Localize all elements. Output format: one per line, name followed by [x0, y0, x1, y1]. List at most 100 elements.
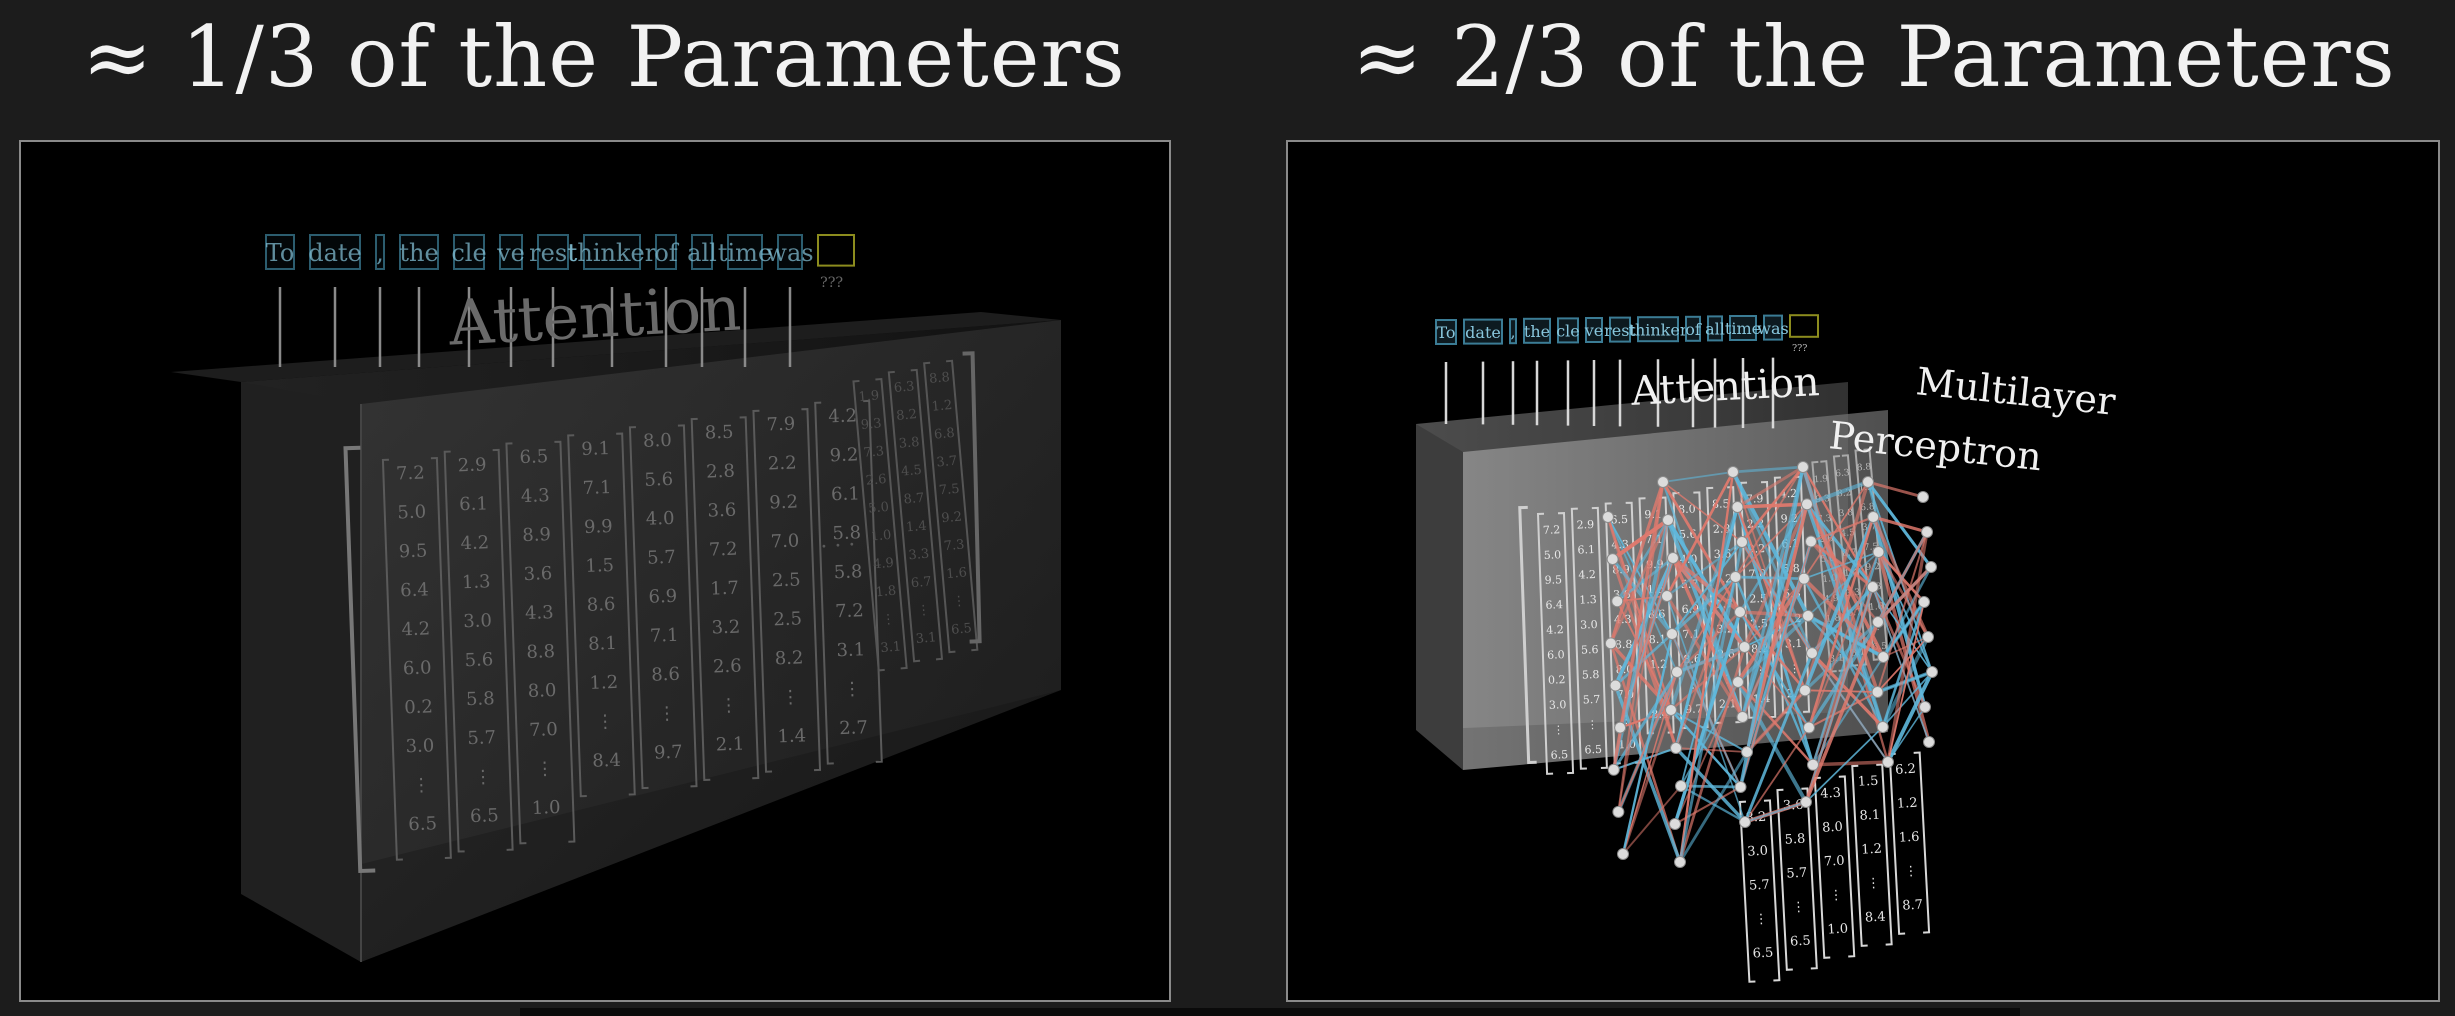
- matrix-value: 8.2: [774, 647, 803, 669]
- mlp-edge: [1612, 481, 1665, 771]
- token-5: ve: [1584, 317, 1603, 343]
- mlp-node: [1882, 756, 1894, 768]
- token-label: date: [308, 239, 362, 267]
- attention-mlp-panel: 7.2 5.0 9.5 6.4 4.2 6.0 0.2 3.0 ⋮ 6.5 2.9 6.1 4.2 1.3…: [1286, 140, 2440, 1002]
- mlp-node: [1674, 856, 1686, 868]
- matrix-value: 9.2: [941, 510, 963, 527]
- matrix-value: 7.1: [650, 625, 679, 647]
- matrix-value: 5.8: [832, 522, 861, 544]
- mlp-edge: [1622, 671, 1678, 855]
- matrix-value: 4.3: [525, 602, 554, 624]
- token-0: To: [1435, 319, 1457, 345]
- mlp-edge: [1670, 646, 1746, 711]
- token-label: all: [1705, 320, 1725, 339]
- mlp-node: [1665, 704, 1677, 716]
- matrix-value: 8.7: [903, 491, 925, 508]
- mlp-edge: [1621, 709, 1673, 855]
- matrix-column: 8.23.05.7⋮6.5: [1738, 799, 1781, 983]
- matrix-value: ⋮: [1904, 864, 1918, 880]
- matrix-value: 3.0: [463, 610, 492, 632]
- token-11: was: [766, 234, 814, 270]
- heading-one-third-parameters: ≈ 1/3 of the Parameters: [82, 8, 1126, 106]
- matrix-value: 2.5: [772, 569, 801, 591]
- matrix-column: 3.65.85.7⋮6.5: [1776, 787, 1818, 971]
- matrix-value: 1.4: [777, 725, 806, 747]
- matrix-value: 9.1: [581, 438, 610, 460]
- matrix-value: 1.2: [1897, 796, 1918, 812]
- mlp-edge: [1734, 503, 1808, 578]
- matrix-value: 4.2: [401, 618, 430, 640]
- matrix-value: 1.2: [1861, 842, 1882, 858]
- matrix-value: 1.0: [870, 528, 892, 545]
- attention-label: Attention: [446, 271, 743, 359]
- matrix-value: 7.5: [1863, 542, 1878, 553]
- mlp-node: [1661, 590, 1673, 602]
- matrix-value: 2.2: [768, 453, 797, 475]
- token-label: ,: [1510, 322, 1515, 341]
- mlp-node: [1604, 637, 1617, 650]
- mlp-node: [1609, 679, 1622, 692]
- matrix-value: 4.5: [901, 463, 923, 480]
- mlp-edge: [1743, 652, 1814, 823]
- mlp-node: [1670, 742, 1682, 754]
- token-label: ,: [376, 239, 384, 267]
- token-11: was: [1757, 314, 1789, 341]
- matrix-value: 1.9: [858, 388, 880, 405]
- matrix-value: 6.1: [459, 493, 488, 515]
- matrix-value: 6.5: [1610, 513, 1628, 527]
- token-2: ,: [375, 234, 385, 270]
- matrix-bracket-right: [962, 351, 982, 644]
- mlp-edge: [1680, 784, 1746, 824]
- matrix-value: 3.8: [898, 435, 920, 452]
- matrix-value: 8.2: [1837, 488, 1852, 499]
- matrix-bracket-left: [1518, 505, 1537, 765]
- matrix-value: 4.2: [828, 405, 857, 427]
- mlp-edge: [1662, 471, 1734, 483]
- matrix-column: 6.5 4.3 8.9 3.6 4.3 8.8 8.0 7.0 ⋮ 1.0: [505, 440, 576, 845]
- mlp-edge: [1881, 600, 1926, 659]
- matrix-value: 5.6: [1581, 643, 1599, 657]
- matrix-value: 5.7: [467, 727, 496, 749]
- token-5: ve: [496, 234, 525, 270]
- matrix-value: ⋮: [1792, 900, 1806, 916]
- matrix-value: 5.0: [1543, 548, 1561, 562]
- matrix-value: 6.5: [1752, 945, 1773, 961]
- mlp-edge: [1739, 541, 1812, 788]
- token-label: date: [1465, 323, 1501, 342]
- mlp-edge: [1678, 471, 1735, 863]
- matrix-value: 1.6: [946, 565, 968, 582]
- matrix-value: 5.6: [464, 649, 493, 671]
- mlp-edge: [1732, 465, 1804, 474]
- matrix-column: 2.9 6.1 4.2 1.3 3.0 5.6 5.8 5.7 ⋮ 6.5: [1570, 506, 1608, 770]
- mlp-node: [1801, 498, 1813, 511]
- mlp-edge: [1676, 645, 1746, 674]
- mlp-edge: [1738, 503, 1809, 613]
- matrix-value: 7.2: [1543, 523, 1561, 537]
- token-label: of: [654, 239, 679, 267]
- mlp-edge: [1882, 671, 1933, 728]
- matrix-value: 3.1: [836, 639, 865, 661]
- matrix-value: 5.7: [1583, 693, 1601, 707]
- mlp-node: [1657, 476, 1669, 488]
- matrix-column: 6.2 1.2 1.6 ⋮ 8.7: [1888, 751, 1931, 935]
- token-label: To: [266, 239, 295, 267]
- token-label: time: [718, 239, 772, 267]
- matrix-value: 4.0: [645, 508, 674, 530]
- token-label: of: [1685, 320, 1702, 339]
- matrix-value: 1.5: [585, 555, 614, 577]
- matrix-value: 6.5: [951, 621, 973, 638]
- matrix-value: 5.0: [868, 500, 890, 517]
- matrix-value: 7.2: [709, 539, 738, 561]
- mlp-edge: [1867, 480, 1924, 499]
- mlp-node: [1666, 628, 1678, 640]
- matrix-value: 6.9: [648, 586, 677, 608]
- mlp-node: [1867, 511, 1880, 523]
- matrix-column: 2.9 6.1 4.2 1.3 3.0 5.6 5.8 5.7 ⋮ 6.5: [443, 448, 514, 853]
- mlp-edge: [1609, 481, 1665, 644]
- matrix-value: 6.3: [893, 379, 915, 396]
- token-3: the: [1523, 317, 1551, 344]
- matrix-value: 7.9: [766, 414, 795, 436]
- token-7: thinker: [1629, 316, 1688, 343]
- matrix-bracket-left: [343, 445, 376, 874]
- token-4: cle: [1556, 317, 1580, 344]
